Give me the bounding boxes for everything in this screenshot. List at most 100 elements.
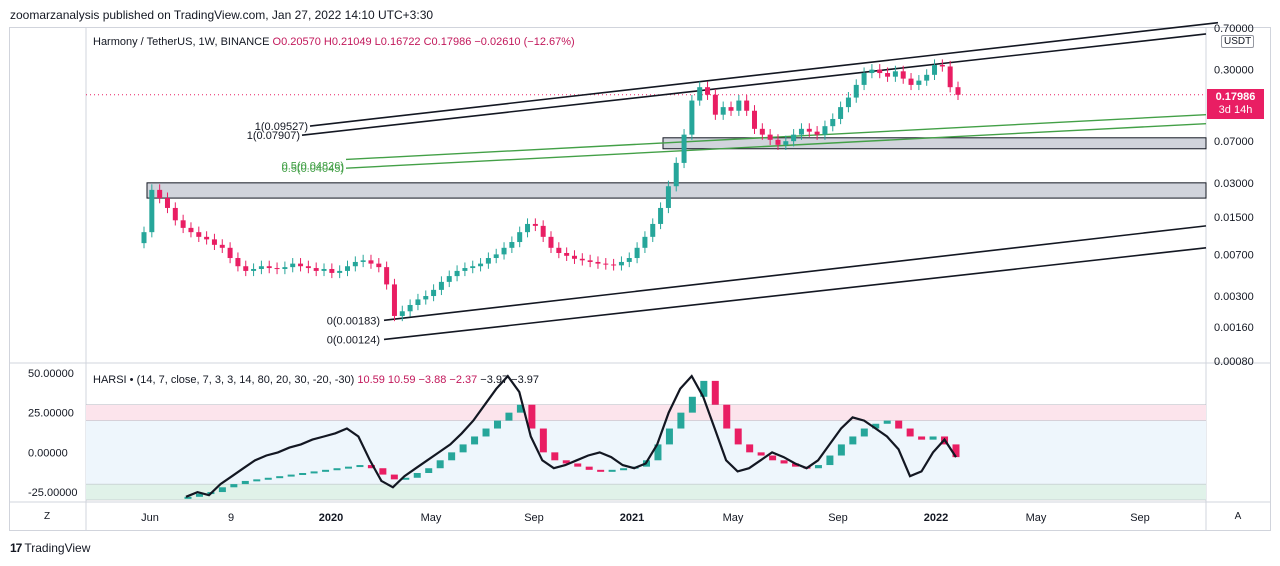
- candle-body: [861, 73, 867, 85]
- candle-body: [752, 110, 757, 129]
- harsi-candle: [448, 452, 456, 461]
- harsi-candle: [253, 479, 261, 482]
- indicator-legend: HARSI • (14, 7, close, 7, 3, 3, 14, 80, …: [93, 374, 539, 386]
- candle-body: [571, 255, 577, 259]
- candle-body: [391, 284, 397, 316]
- candle-body: [775, 139, 781, 145]
- mid-channel-line-1: [345, 113, 1207, 161]
- candle-body: [313, 268, 319, 271]
- candle-body: [180, 220, 186, 228]
- time-axis-label: May: [421, 512, 442, 524]
- candle-body: [415, 299, 421, 305]
- candle-body: [258, 266, 264, 269]
- candle-body: [548, 236, 554, 248]
- harsi-candle: [184, 496, 192, 499]
- candle-body: [947, 66, 953, 88]
- auto-scale-button[interactable]: A: [1234, 511, 1242, 522]
- brand-label: TradingView: [24, 541, 91, 555]
- candle-body: [916, 80, 922, 85]
- time-axis-label: 9: [228, 512, 234, 524]
- candle-body: [251, 268, 257, 271]
- candle-body: [877, 69, 883, 74]
- harsi-candle: [826, 455, 834, 466]
- harsi-candle: [883, 420, 891, 424]
- candle-body: [172, 207, 178, 221]
- candle-body: [681, 134, 687, 163]
- candle-body: [626, 258, 632, 262]
- harsi-candle: [379, 468, 387, 475]
- candle-body: [838, 107, 844, 119]
- timezone-button[interactable]: Z: [43, 511, 51, 522]
- channel-bottom-line-1: [383, 225, 1207, 322]
- legend-symbol: Harmony / TetherUS, 1W, BINANCE: [93, 36, 270, 48]
- candle-body: [462, 268, 468, 271]
- time-axis-label: Sep: [828, 512, 848, 524]
- time-axis-label: 2020: [319, 512, 343, 524]
- harsi-candle: [459, 444, 467, 453]
- candle-body: [446, 276, 452, 282]
- harsi-candle: [860, 428, 868, 437]
- time-axis-label: 2021: [620, 512, 644, 524]
- fib-label-bottom-2: 0(0.00124): [327, 334, 380, 346]
- chart-frame: [9, 27, 1271, 531]
- candle-body: [556, 247, 562, 253]
- harsi-candle: [677, 412, 685, 429]
- candle-body: [618, 261, 624, 266]
- price-scale-label: 0.00160: [1214, 322, 1254, 334]
- indicator-values: 10.59 10.59 −3.88 −2.37: [357, 374, 478, 386]
- harsi-candle: [723, 404, 731, 429]
- candle-body: [720, 107, 726, 115]
- candle-body: [712, 94, 718, 115]
- candle-body: [298, 263, 304, 267]
- candle-body: [759, 128, 765, 135]
- harsi-candle: [952, 444, 960, 458]
- candle-body: [157, 189, 163, 199]
- channel-bottom-line-2: [383, 247, 1207, 341]
- candle-body: [407, 304, 413, 312]
- harsi-candle: [322, 469, 330, 472]
- candle-body: [932, 64, 938, 75]
- osc-scale-label: 50.00000: [28, 368, 74, 380]
- candle-body: [399, 311, 405, 316]
- harsi-candle: [734, 428, 742, 445]
- harsi-candle: [436, 460, 444, 469]
- candle-body: [321, 268, 327, 271]
- fib-label-bottom-1: 0(0.00183): [327, 315, 380, 327]
- candle-body: [595, 261, 601, 264]
- harsi-rsi-line: [185, 374, 957, 498]
- time-axis-label: May: [723, 512, 744, 524]
- price-scale-label: 0.00700: [1214, 249, 1254, 261]
- candle-body: [290, 263, 296, 268]
- tradingview-brand: 17 TradingView: [10, 541, 90, 555]
- harsi-candle: [390, 474, 398, 480]
- harsi-candle: [895, 420, 903, 429]
- candle-body: [211, 239, 217, 245]
- currency-badge[interactable]: USDT: [1221, 35, 1255, 48]
- harsi-candle: [551, 452, 559, 461]
- candle-body: [352, 261, 358, 267]
- harsi-candle: [574, 463, 582, 467]
- harsi-candle: [757, 452, 765, 456]
- candle-body: [853, 84, 859, 98]
- harsi-candle: [310, 471, 318, 474]
- candle-body: [642, 236, 648, 248]
- overbought-band: [86, 404, 1206, 421]
- harsi-candle: [929, 436, 937, 440]
- candle-body: [783, 141, 789, 145]
- candle-body: [673, 162, 679, 187]
- harsi-candle: [562, 460, 570, 464]
- candle-body: [540, 225, 546, 237]
- time-axis-label: May: [1026, 512, 1047, 524]
- mid-channel-line-2: [345, 122, 1207, 169]
- candle-body: [822, 126, 828, 135]
- harsi-candle: [792, 463, 800, 467]
- fib-label-mid-1: 0.5(0.04045): [282, 163, 344, 175]
- harsi-candle: [425, 468, 433, 473]
- candle-body: [501, 247, 507, 255]
- candle-body: [658, 207, 664, 224]
- harsi-candle: [620, 468, 628, 471]
- candle-body: [493, 254, 499, 259]
- price-scale-label: 0.01500: [1214, 212, 1254, 224]
- candle-body: [767, 134, 773, 140]
